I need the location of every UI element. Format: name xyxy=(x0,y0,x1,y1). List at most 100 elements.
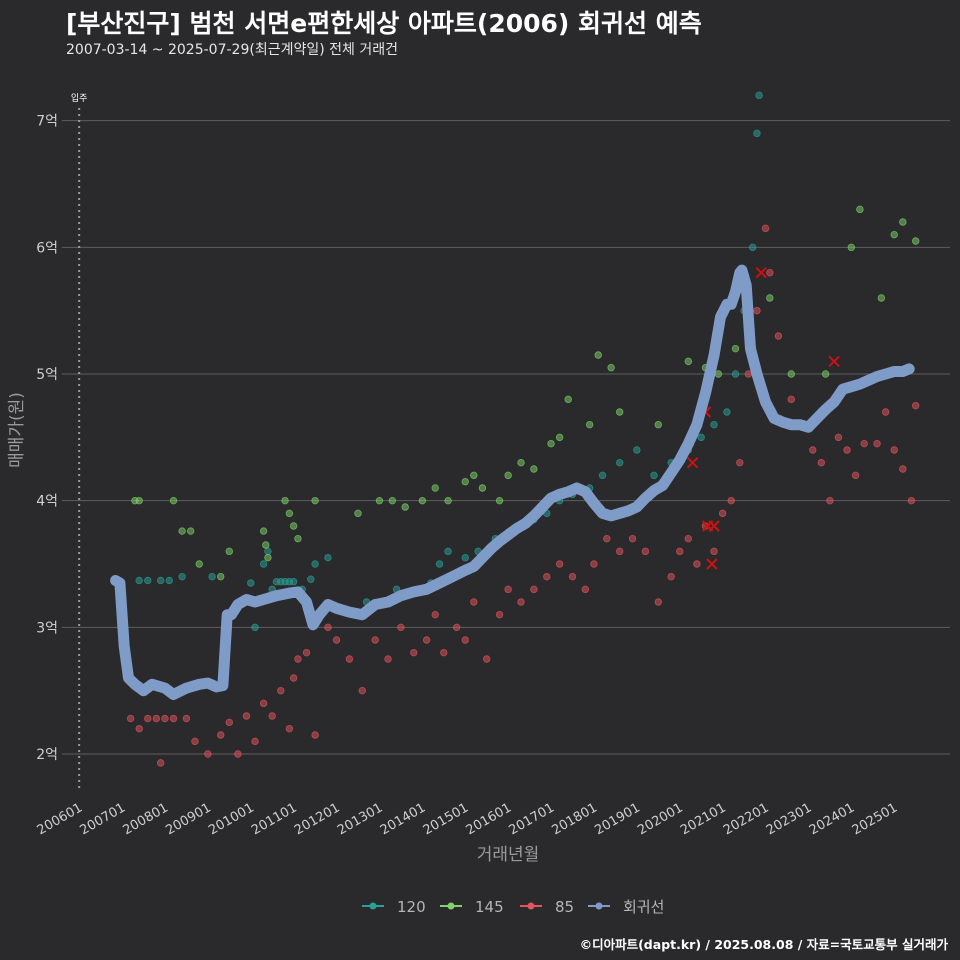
point-145 xyxy=(766,294,774,302)
point-85 xyxy=(667,572,675,581)
point-85 xyxy=(452,623,461,632)
point-85 xyxy=(470,598,478,606)
point-85 xyxy=(684,534,693,543)
point-120 xyxy=(247,579,255,587)
chart-subtitle: 2007-03-14 ~ 2025-07-29(최근계약일) 전체 거래건 xyxy=(66,42,398,58)
y-tick-label: 2억 xyxy=(36,747,58,763)
point-145 xyxy=(504,471,512,480)
x-tick-label: 202301 xyxy=(764,800,814,838)
point-120 xyxy=(324,553,332,562)
point-85 xyxy=(555,560,564,568)
point-145 xyxy=(289,522,298,530)
point-85 xyxy=(144,714,152,723)
point-120 xyxy=(251,623,259,632)
legend-label: 145 xyxy=(475,898,504,916)
x-tick-label: 201001 xyxy=(206,800,256,838)
point-120 xyxy=(307,575,315,583)
point-145 xyxy=(225,547,234,556)
point-85 xyxy=(371,636,379,644)
point-85 xyxy=(410,648,418,657)
cancelled-mark xyxy=(828,355,840,368)
x-tick-label: 201801 xyxy=(549,800,599,838)
point-145 xyxy=(135,496,143,505)
point-85 xyxy=(603,534,611,543)
point-120 xyxy=(615,458,624,467)
point-85 xyxy=(268,712,276,720)
point-85 xyxy=(744,370,753,378)
point-120 xyxy=(748,243,757,252)
y-tick-label: 6억 xyxy=(36,240,58,256)
point-85 xyxy=(169,714,178,723)
point-120 xyxy=(755,91,763,100)
point-85 xyxy=(873,439,881,448)
point-85 xyxy=(911,401,920,410)
point-85 xyxy=(530,585,538,594)
point-120 xyxy=(731,370,740,378)
chart-title: [부산진구] 범천 서면e편한세상 아파트(2006) 회귀선 예측 xyxy=(66,9,702,38)
legend-label: 120 xyxy=(397,898,426,916)
point-145 xyxy=(899,218,907,226)
y-tick-labels: 2억 3억 4억 5억 6억 7억 xyxy=(36,114,58,763)
legend-swatch-dot xyxy=(447,902,455,910)
point-85 xyxy=(422,636,431,644)
regression-line xyxy=(110,264,915,700)
point-145 xyxy=(259,527,268,535)
point-145 xyxy=(684,357,693,366)
point-85 xyxy=(817,458,826,467)
point-145 xyxy=(195,560,203,568)
point-145 xyxy=(186,527,195,535)
y-tick-label: 4억 xyxy=(36,494,58,510)
point-145 xyxy=(262,541,270,549)
point-85 xyxy=(302,648,311,657)
point-85 xyxy=(543,572,551,581)
point-145 xyxy=(294,534,302,543)
point-85 xyxy=(397,623,405,632)
x-tick-label: 202501 xyxy=(850,800,900,838)
point-85 xyxy=(135,724,143,733)
x-tick-label: 201701 xyxy=(507,800,557,838)
move-in-marker: 입주 xyxy=(71,92,88,792)
point-120 xyxy=(144,576,152,585)
point-145 xyxy=(607,363,615,372)
point-85 xyxy=(259,699,268,708)
point-145 xyxy=(530,465,538,473)
legend-swatch-dot xyxy=(527,902,535,910)
point-85 xyxy=(384,655,392,663)
point-85 xyxy=(440,648,448,657)
point-120 xyxy=(710,420,718,429)
point-85 xyxy=(217,731,225,739)
point-85 xyxy=(332,636,341,644)
point-85 xyxy=(517,598,525,606)
point-120 xyxy=(311,560,319,568)
cancelled-mark xyxy=(686,456,699,469)
point-145 xyxy=(517,458,525,467)
point-85 xyxy=(590,560,598,568)
move-in-label: 입주 xyxy=(71,92,88,104)
point-85 xyxy=(753,306,761,315)
point-85 xyxy=(225,718,234,727)
point-85 xyxy=(285,724,294,733)
cancelled-mark xyxy=(706,558,718,570)
x-tick-label: 200901 xyxy=(163,800,213,838)
point-85 xyxy=(568,572,577,581)
point-145 xyxy=(169,496,178,505)
point-120 xyxy=(264,547,272,556)
point-145 xyxy=(594,351,602,359)
point-85 xyxy=(881,408,890,416)
point-145 xyxy=(787,370,795,378)
point-145 xyxy=(714,370,723,378)
point-120 xyxy=(135,576,143,585)
point-85 xyxy=(126,714,135,723)
point-85 xyxy=(834,433,843,442)
point-85 xyxy=(431,610,439,619)
point-120 xyxy=(650,471,658,480)
point-85 xyxy=(907,496,916,505)
x-tick-label: 201401 xyxy=(378,800,428,838)
point-145 xyxy=(401,503,409,511)
point-85 xyxy=(234,750,242,758)
point-120 xyxy=(156,576,165,585)
x-tick-label: 202001 xyxy=(635,800,685,838)
point-85 xyxy=(277,686,285,695)
point-85 xyxy=(654,598,662,606)
point-120 xyxy=(633,446,641,454)
